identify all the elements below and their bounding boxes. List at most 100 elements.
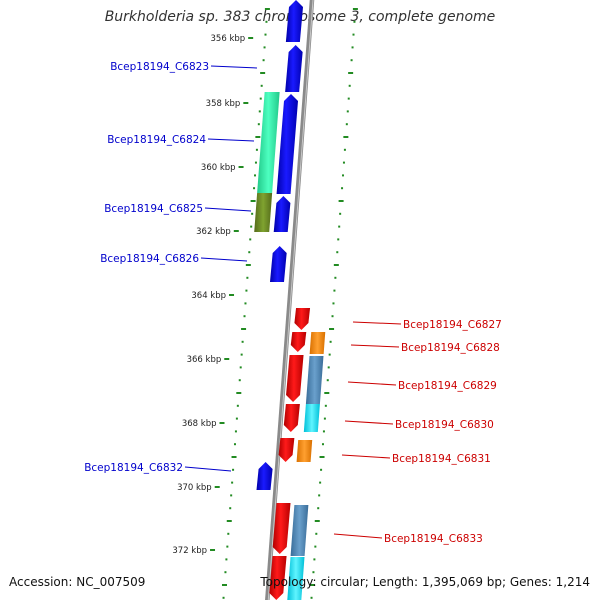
- tick-right: [324, 392, 330, 394]
- topology-text: Topology: circular; Length: 1,395,069 bp…: [260, 575, 590, 589]
- gene-features: [254, 0, 326, 600]
- tick-left: [250, 200, 256, 202]
- forward-gene-label: Bcep18194_C6826: [100, 253, 199, 265]
- tick-left: [240, 353, 243, 356]
- tick-left: [226, 545, 229, 548]
- tick-right: [353, 20, 356, 23]
- reverse-gene-label: Bcep18194_C6831: [392, 453, 491, 465]
- forward-gene-arrow: [269, 246, 287, 282]
- tick-left: [221, 584, 227, 586]
- tick-left: [225, 558, 228, 561]
- tick-right: [318, 494, 321, 497]
- scale-label: 364 kbp: [191, 291, 226, 301]
- tick-right: [338, 225, 341, 228]
- tick-left: [231, 456, 237, 458]
- scale-label: 372 kbp: [172, 546, 207, 556]
- reverse-gene-leader: [347, 381, 397, 386]
- cog-block-cyan: [287, 557, 305, 600]
- cog-block-steelblue: [290, 505, 309, 556]
- tick-right: [317, 507, 320, 510]
- tick-left: [236, 392, 242, 394]
- tick-left: [248, 251, 251, 254]
- tick-left: [245, 289, 248, 292]
- scale-label: 370 kbp: [177, 483, 212, 493]
- tick-right: [310, 596, 313, 599]
- tick-right: [322, 430, 325, 433]
- tick-left: [232, 468, 235, 471]
- tick-left: [250, 225, 253, 228]
- tick-right: [332, 302, 335, 305]
- reverse-gene-leader: [333, 533, 383, 539]
- scale-label: 360 kbp: [201, 163, 236, 173]
- tick-left: [230, 494, 233, 497]
- forward-gene-leader: [210, 65, 258, 69]
- forward-gene-label: Bcep18194_C6832: [84, 462, 183, 474]
- forward-gene-leader: [204, 207, 252, 212]
- tick-right: [333, 289, 336, 292]
- reverse-gene-leader: [344, 420, 394, 425]
- reverse-gene-leader: [341, 454, 391, 459]
- tick-right: [343, 136, 349, 138]
- reverse-gene-leader: [352, 321, 402, 325]
- cog-block-green: [257, 92, 280, 193]
- tick-left: [233, 443, 236, 446]
- tick-left: [227, 532, 230, 535]
- tick-left: [253, 187, 256, 190]
- reverse-gene-leader: [350, 344, 400, 348]
- forward-gene-arrow: [273, 196, 291, 232]
- tick-left: [246, 276, 249, 279]
- forward-gene-label: Bcep18194_C6824: [107, 134, 206, 146]
- reverse-gene-arrow: [294, 308, 311, 330]
- tick-right: [336, 251, 339, 254]
- tick-right: [326, 379, 329, 382]
- reverse-gene-arrow: [283, 404, 300, 432]
- tick-right: [337, 238, 340, 241]
- tick-right: [346, 110, 349, 113]
- tick-right: [352, 8, 358, 10]
- tick-left: [241, 340, 244, 343]
- scale-label: 368 kbp: [182, 419, 217, 429]
- forward-gene-leader: [207, 138, 255, 142]
- tick-right: [313, 558, 316, 561]
- tick-left: [229, 507, 232, 510]
- forward-gene-arrow: [285, 0, 303, 42]
- tick-marks: 356 kbp 358 kbp 360 kbp 362 kbp 364 kbp 366 k…: [172, 8, 358, 599]
- tick-right: [324, 404, 327, 407]
- tick-right: [339, 212, 342, 215]
- reverse-gene-label: Bcep18194_C6828: [401, 342, 500, 354]
- tick-left: [235, 417, 238, 420]
- reverse-gene-arrow: [269, 556, 287, 600]
- tick-right: [315, 532, 318, 535]
- tick-right: [312, 571, 315, 574]
- tick-right: [347, 97, 350, 100]
- cog-block-orange: [296, 440, 313, 462]
- tick-left: [264, 33, 267, 36]
- forward-gene-leader: [184, 466, 232, 472]
- tick-right: [309, 584, 315, 586]
- tick-left: [222, 596, 225, 599]
- tick-right: [352, 33, 355, 36]
- tick-left: [249, 238, 252, 241]
- tick-left: [251, 212, 254, 215]
- tick-right: [350, 59, 353, 62]
- tick-right: [323, 417, 326, 420]
- tick-left: [226, 520, 232, 522]
- reverse-gene-label: Bcep18194_C6833: [384, 533, 483, 545]
- reverse-gene-arrow: [278, 438, 295, 462]
- reverse-gene-arrow: [290, 332, 307, 352]
- scale-label: 356 kbp: [211, 34, 246, 44]
- tick-left: [236, 404, 239, 407]
- reverse-gene-label: Bcep18194_C6830: [395, 419, 494, 431]
- cog-block-cyan: [303, 404, 320, 432]
- tick-left: [263, 46, 266, 49]
- tick-left: [238, 379, 241, 382]
- tick-right: [319, 456, 325, 458]
- tick-left: [262, 59, 265, 62]
- cog-block-orange: [309, 332, 326, 354]
- tick-right: [331, 315, 334, 318]
- tick-left: [257, 123, 260, 126]
- tick-right: [351, 46, 354, 49]
- forward-gene-leader: [200, 257, 248, 262]
- tick-right: [328, 353, 331, 356]
